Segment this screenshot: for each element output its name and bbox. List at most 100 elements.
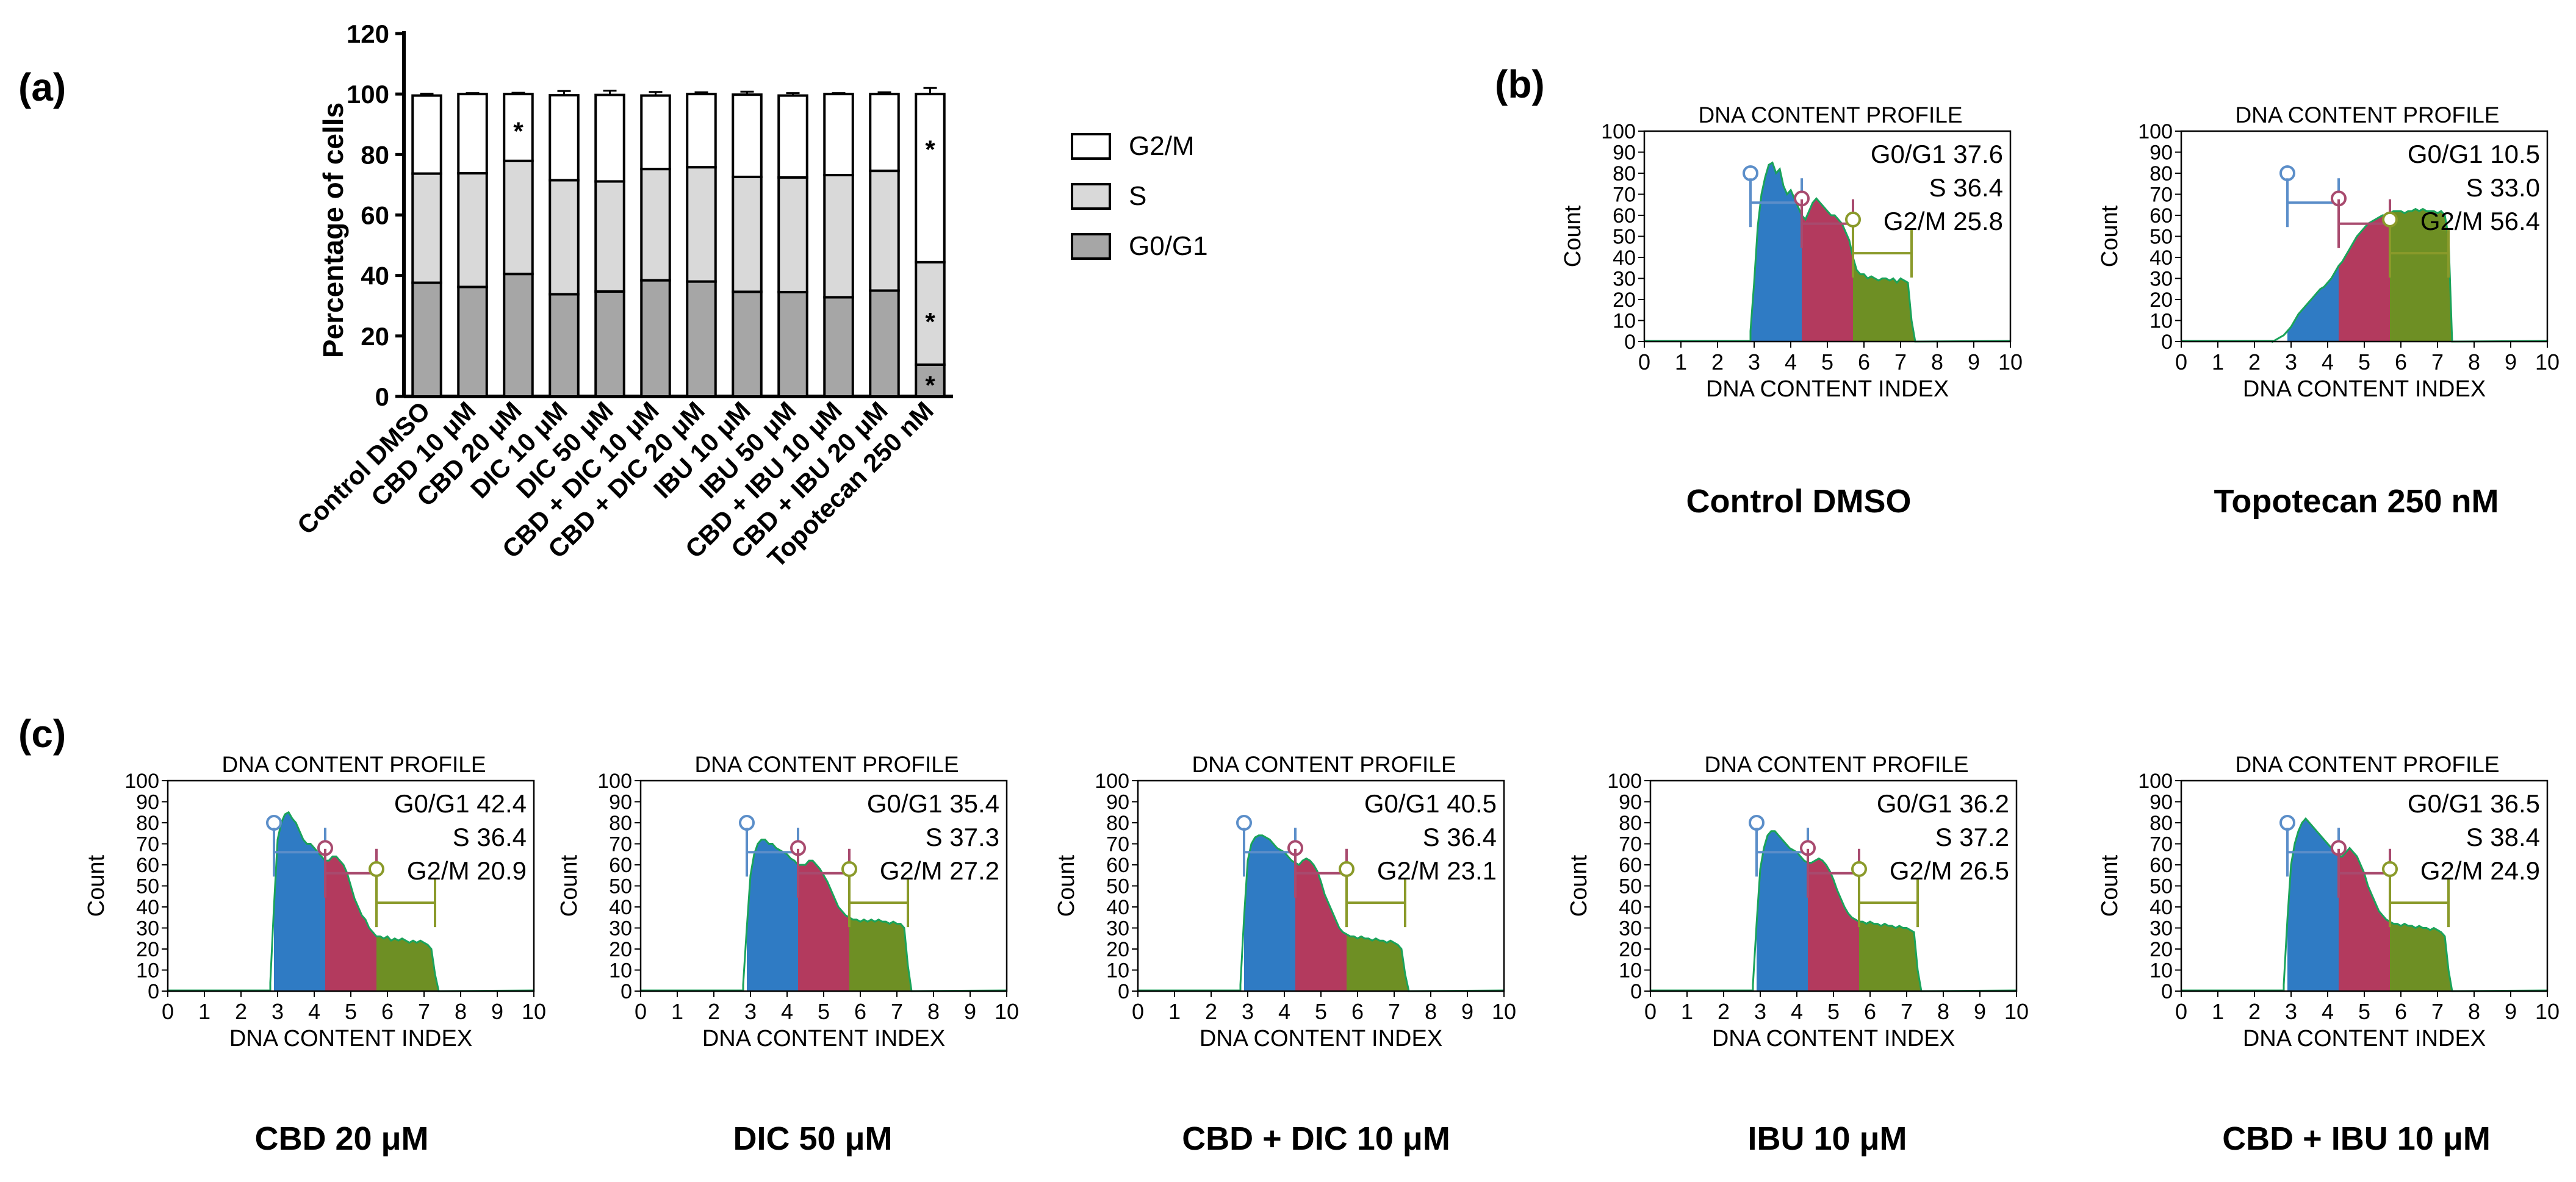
x-tick-label: 1 [1168, 999, 1181, 1024]
x-axis-title: DNA CONTENT INDEX [2243, 1026, 2486, 1051]
y-tick-label: 20 [361, 322, 389, 351]
x-tick-label: 1 [1681, 999, 1693, 1024]
y-tick-label: 60 [1619, 854, 1642, 877]
y-tick-label: 30 [1106, 917, 1129, 940]
y-tick-label: 90 [136, 791, 159, 814]
histogram-region-s [1295, 858, 1347, 991]
x-tick-label: 10 [2004, 999, 2029, 1024]
histogram-caption: Topotecan 250 nM [2214, 483, 2499, 520]
histogram-region-s [1808, 858, 1859, 991]
bar-segment-g2-m-cbd-dic-10-m [640, 94, 671, 171]
x-tick-label: 10 [2535, 999, 2560, 1024]
y-tick-label: 70 [609, 833, 632, 856]
stat-line: G0/G1 42.4 [394, 789, 527, 818]
chart-legend: G2/M S G0/G1 [1071, 131, 1208, 261]
histogram-caption: DIC 50 μM [733, 1120, 892, 1157]
x-tick-label: 8 [1937, 999, 1949, 1024]
bar-segment-s-control-dmso [411, 172, 442, 284]
bar-segment-g0-g1-control-dmso [411, 281, 442, 398]
histogram-region-g2m [2390, 922, 2452, 991]
y-axis-title: Count [556, 854, 582, 917]
y-tick-label: 0 [621, 980, 632, 1003]
stat-line: S 38.4 [2466, 823, 2540, 851]
histogram-caption: IBU 10 μM [1747, 1120, 1907, 1157]
x-tick-label: 0 [1644, 999, 1657, 1024]
y-tick-label: 70 [1619, 833, 1642, 856]
y-tick-label: 80 [361, 140, 389, 169]
x-tick-label: 0 [2175, 349, 2187, 374]
x-tick-label: 4 [2322, 999, 2334, 1024]
stat-line: G2/M 20.9 [407, 856, 527, 885]
y-tick-label: 90 [609, 791, 632, 814]
x-tick-label: 7 [2431, 999, 2444, 1024]
y-tick-label: 0 [148, 980, 159, 1003]
stat-line: G0/G1 10.5 [2408, 140, 2540, 168]
x-tick-label: 9 [964, 999, 976, 1024]
bar-segment-g0-g1-cbd-20-m [503, 273, 534, 398]
bar-segment-g2-m-topotecan-250-nm [915, 93, 946, 263]
x-tick-label: 10 [1998, 349, 2023, 374]
x-tick-label: 3 [1242, 999, 1254, 1024]
x-tick-label: 1 [198, 999, 210, 1024]
x-tick-label: 7 [891, 999, 903, 1024]
histogram-region-g0g1 [747, 839, 798, 991]
x-tick-label: 4 [1791, 999, 1803, 1024]
y-tick-label: 100 [2138, 120, 2173, 143]
x-tick-label: 3 [1754, 999, 1766, 1024]
x-tick-label: 9 [1968, 349, 1980, 374]
y-tick-label: 50 [609, 875, 632, 898]
x-axis-title: DNA CONTENT INDEX [229, 1026, 472, 1051]
bar-segment-s-cbd-10-m [457, 172, 488, 288]
y-tick-label: 40 [1106, 896, 1129, 919]
bar-segment-g0-g1-cbd-dic-20-m [686, 280, 717, 398]
y-tick-label: 80 [2150, 162, 2173, 185]
histogram-outline [2181, 817, 2548, 992]
y-axis-title: Count [84, 854, 109, 917]
gate-handle-g0g1 [2279, 165, 2295, 181]
y-tick-label: 30 [2150, 268, 2173, 291]
gate-handle-g0g1 [1743, 165, 1758, 181]
x-tick-label: 3 [2285, 349, 2297, 374]
legend-swatch-g0-g1 [1071, 233, 1111, 260]
x-tick-label: 5 [345, 999, 357, 1024]
gate-handle-g2m [2382, 211, 2398, 227]
y-tick-label: 90 [2150, 791, 2173, 814]
x-tick-label: 2 [708, 999, 720, 1024]
x-tick-label: 9 [491, 999, 503, 1024]
histogram-region-g2m [849, 917, 912, 991]
gate-handle-g2m [1845, 211, 1861, 227]
y-tick-label: 10 [2150, 959, 2173, 983]
y-axis-title: Count [1560, 205, 1586, 267]
bar-segment-s-cbd-dic-10-m [640, 168, 671, 282]
stat-line: S 36.4 [1423, 823, 1497, 851]
bar-segment-g2-m-ibu-10-m [732, 93, 763, 179]
bar-segment-s-dic-50-m [594, 180, 625, 293]
stat-line: S 37.3 [926, 823, 999, 851]
histogram-outline [641, 839, 1007, 992]
y-axis-title: Count [2097, 854, 2123, 917]
x-tick-label: 1 [2212, 349, 2224, 374]
histogram-region-s [325, 856, 376, 991]
stat-line: G0/G1 37.6 [1871, 140, 2003, 168]
x-tick-label: 0 [162, 999, 174, 1024]
histogram-title: DNA CONTENT PROFILE [694, 752, 959, 777]
x-tick-label: 3 [744, 999, 757, 1024]
histogram-outline [1644, 161, 2011, 343]
y-tick-label: 20 [2150, 938, 2173, 961]
bar-segment-s-cbd-20-m [503, 159, 534, 276]
y-tick-label: 90 [1619, 791, 1642, 814]
stat-line: G0/G1 40.5 [1364, 789, 1497, 818]
x-axis-title: DNA CONTENT INDEX [2243, 376, 2486, 402]
y-tick-label: 40 [2150, 246, 2173, 270]
x-tick-label: 6 [381, 999, 394, 1024]
legend-label-s: S [1129, 181, 1146, 211]
stat-line: S 36.4 [1929, 173, 2003, 202]
histogram-outline [1650, 830, 2017, 992]
histogram-region-g0g1 [274, 812, 325, 991]
bar-segment-g2-m-cbd-ibu-20-m [869, 93, 900, 173]
y-tick-label: 60 [136, 854, 159, 877]
y-tick-label: 100 [2138, 770, 2173, 793]
y-tick-label: 10 [1613, 310, 1636, 333]
x-tick-label: 6 [1351, 999, 1364, 1024]
histogram-region-g2m [1347, 934, 1409, 991]
